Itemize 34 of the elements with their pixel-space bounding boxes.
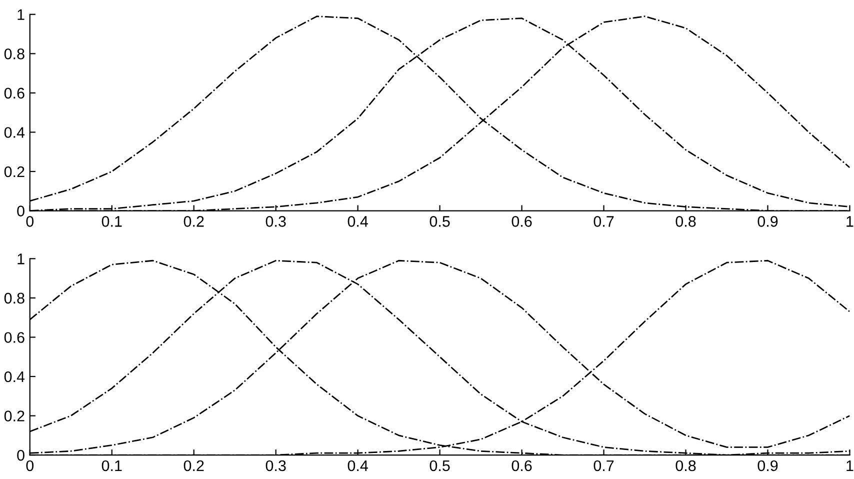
x-tick-label: 0.6 — [512, 460, 532, 472]
y-tick-label: 0 — [17, 450, 24, 461]
y-tick-label: 0.8 — [4, 292, 24, 304]
x-tick-label: 0.8 — [676, 216, 696, 227]
x-tick-label: 0.3 — [266, 460, 286, 472]
x-tick-label: 0 — [26, 460, 34, 472]
x-tick-label: 0 — [26, 216, 34, 227]
x-tick-label: 1 — [846, 216, 854, 227]
x-tick-label: 0.2 — [184, 460, 204, 472]
y-tick-label: 0.2 — [4, 166, 24, 178]
x-tick-label: 0.3 — [266, 216, 286, 227]
y-tick-label: 1 — [18, 254, 24, 264]
x-tick-label: 0.4 — [348, 216, 368, 227]
y-tick-label: 0.6 — [4, 88, 24, 99]
x-tick-label: 0.4 — [348, 460, 368, 472]
y-tick-label: 0.6 — [4, 332, 24, 343]
x-tick-label: 1 — [846, 460, 854, 471]
x-tick-label: 0.1 — [102, 460, 122, 472]
y-tick-label: 1 — [18, 9, 24, 20]
x-tick-label: 0.7 — [594, 460, 614, 472]
x-tick-label: 0.8 — [676, 460, 696, 472]
x-tick-label: 0.1 — [102, 216, 122, 227]
y-tick-label: 0 — [17, 206, 24, 216]
x-tick-label: 0.9 — [758, 216, 778, 227]
x-tick-label: 0.5 — [430, 216, 450, 227]
y-tick-label: 0.4 — [4, 371, 25, 382]
x-tick-label: 0.6 — [512, 216, 532, 227]
x-tick-label: 0.5 — [430, 460, 450, 472]
x-tick-label: 0.9 — [758, 460, 778, 472]
y-tick-label: 0.8 — [4, 48, 24, 60]
y-tick-label: 0.4 — [4, 127, 25, 138]
x-tick-label: 0.7 — [594, 216, 614, 227]
y-tick-label: 0.2 — [4, 410, 24, 422]
x-tick-label: 0.2 — [184, 216, 204, 227]
